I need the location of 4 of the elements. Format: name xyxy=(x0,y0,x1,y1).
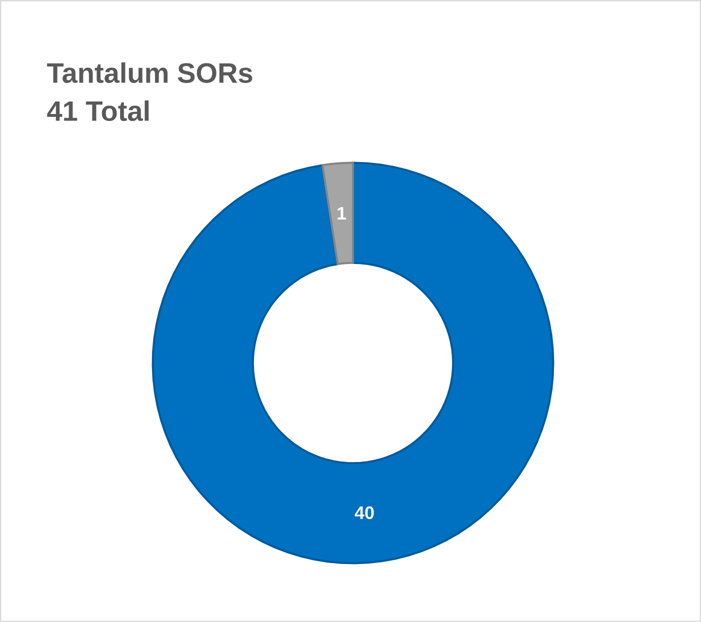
chart-subtitle: 41 Total xyxy=(47,100,149,122)
chart-title: Tantalum SORs xyxy=(47,62,252,84)
data-label: 40 xyxy=(354,506,374,520)
data-label: 1 xyxy=(338,207,346,220)
